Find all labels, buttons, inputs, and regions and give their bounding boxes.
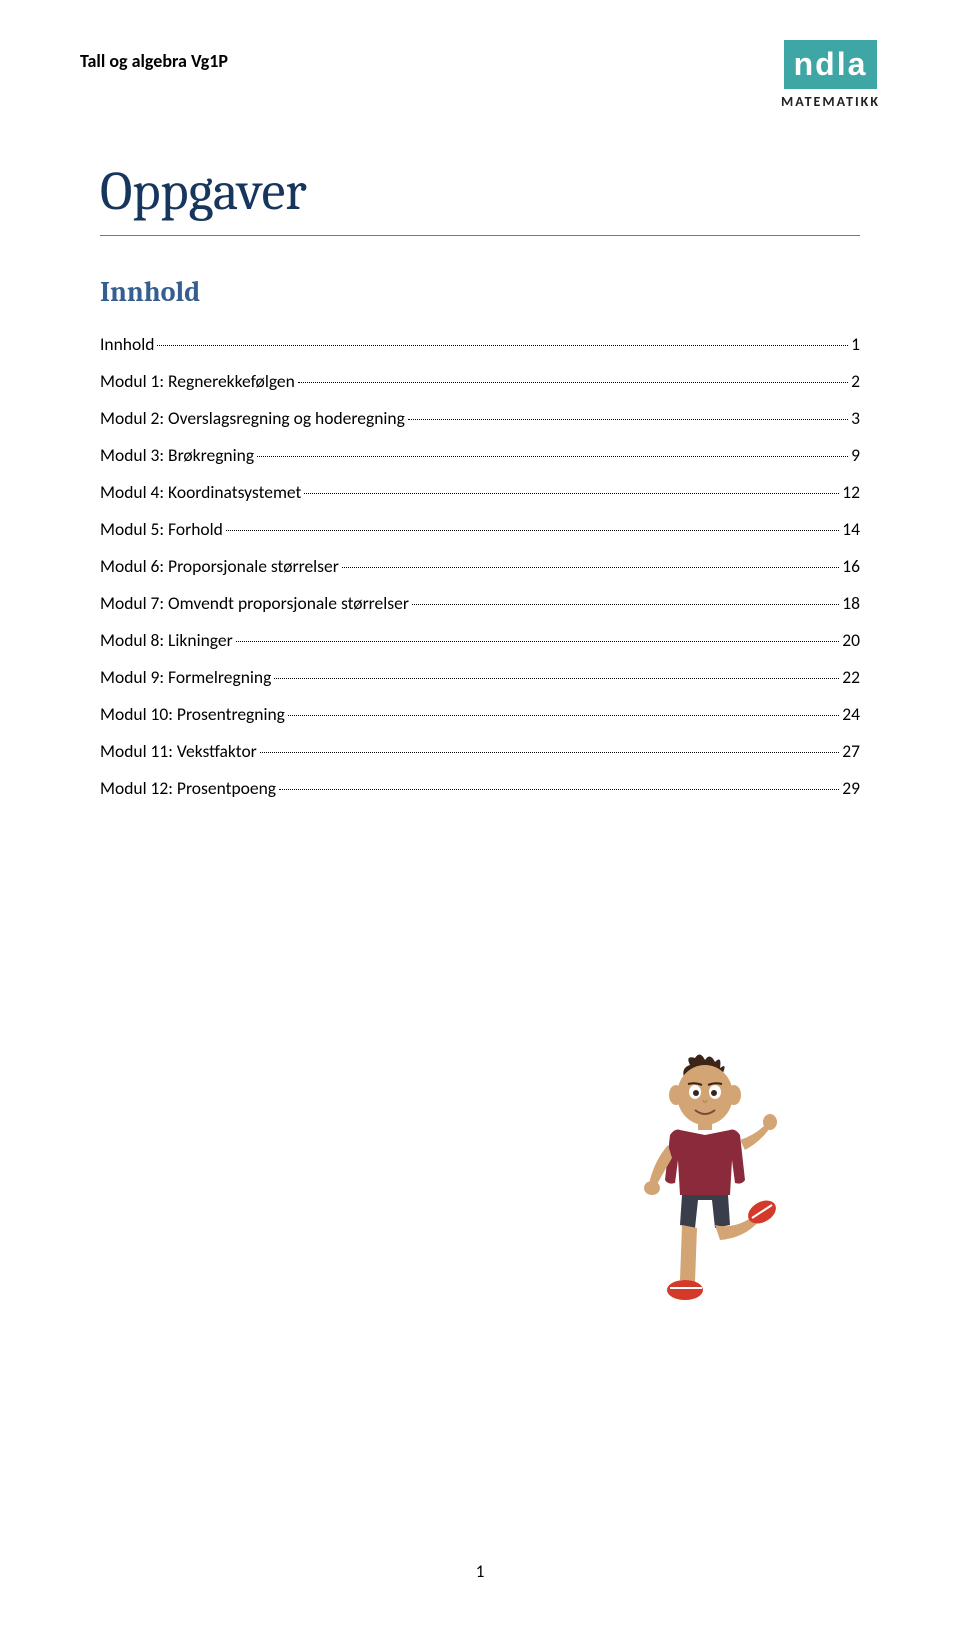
toc-label: Innhold <box>100 333 154 355</box>
toc-label: Modul 1: Regnerekkefølgen <box>100 370 295 392</box>
toc-dots <box>342 567 839 568</box>
toc-item[interactable]: Modul 5: Forhold 14 <box>100 518 860 540</box>
toc-dots <box>226 530 839 531</box>
toc-item[interactable]: Modul 4: Koordinatsystemet 12 <box>100 481 860 503</box>
toc-dots <box>412 604 839 605</box>
page-title: Oppgaver <box>100 160 860 236</box>
toc-page-number: 2 <box>851 370 860 392</box>
toc-label: Modul 11: Vekstfaktor <box>100 740 257 762</box>
toc-page-number: 18 <box>842 592 860 614</box>
toc-page-number: 29 <box>842 777 860 799</box>
toc-label: Modul 2: Overslagsregning og hoderegning <box>100 407 405 429</box>
toc-item[interactable]: Modul 10: Prosentregning 24 <box>100 703 860 725</box>
toc-item[interactable]: Modul 2: Overslagsregning og hoderegning… <box>100 407 860 429</box>
header-logo-group: ndla MATEMATIKK <box>781 40 880 110</box>
toc-label: Modul 4: Koordinatsystemet <box>100 481 301 503</box>
toc-page-number: 22 <box>842 666 860 688</box>
toc-page-number: 16 <box>842 555 860 577</box>
toc-item[interactable]: Modul 1: Regnerekkefølgen 2 <box>100 370 860 392</box>
toc-dots <box>236 641 840 642</box>
ndla-logo: ndla <box>784 40 878 89</box>
toc-dots <box>274 678 839 679</box>
toc-item[interactable]: Modul 9: Formelregning 22 <box>100 666 860 688</box>
toc-dots <box>157 345 848 346</box>
toc-dots <box>288 715 839 716</box>
toc-page-number: 27 <box>842 740 860 762</box>
toc-dots <box>298 382 848 383</box>
toc-dots <box>279 789 839 790</box>
toc-label: Modul 9: Formelregning <box>100 666 271 688</box>
logo-text: ndla <box>794 46 868 83</box>
page-header: Tall og algebra Vg1P ndla MATEMATIKK <box>0 0 960 110</box>
toc-dots <box>260 752 839 753</box>
toc-page-number: 12 <box>842 481 860 503</box>
toc-item[interactable]: Modul 3: Brøkregning 9 <box>100 444 860 466</box>
table-of-contents: Innhold 1Modul 1: Regnerekkefølgen 2Modu… <box>100 333 860 799</box>
toc-label: Modul 6: Proporsjonale størrelser <box>100 555 339 577</box>
toc-item[interactable]: Innhold 1 <box>100 333 860 355</box>
toc-label: Modul 5: Forhold <box>100 518 223 540</box>
toc-item[interactable]: Modul 7: Omvendt proporsjonale størrelse… <box>100 592 860 614</box>
toc-item[interactable]: Modul 11: Vekstfaktor 27 <box>100 740 860 762</box>
page-content: Oppgaver Innhold Innhold 1 Modul 1: Regne… <box>0 110 960 799</box>
toc-page-number: 14 <box>842 518 860 540</box>
toc-item[interactable]: Modul 8: Likninger 20 <box>100 629 860 651</box>
toc-label: Modul 7: Omvendt proporsjonale størrelse… <box>100 592 409 614</box>
toc-page-number: 24 <box>842 703 860 725</box>
page-number: 1 <box>476 1561 485 1582</box>
toc-page-number: 3 <box>851 407 860 429</box>
toc-dots <box>257 456 848 457</box>
toc-dots <box>408 419 848 420</box>
toc-item[interactable]: Modul 12: Prosentpoeng 29 <box>100 777 860 799</box>
toc-label: Modul 10: Prosentregning <box>100 703 285 725</box>
header-title: Tall og algebra Vg1P <box>80 40 228 72</box>
toc-dots <box>304 493 839 494</box>
toc-page-number: 20 <box>842 629 860 651</box>
toc-label: Modul 3: Brøkregning <box>100 444 254 466</box>
toc-page-number: 9 <box>851 444 860 466</box>
section-title: Innhold <box>100 276 860 308</box>
cartoon-character-illustration <box>610 1050 800 1330</box>
toc-page-number: 1 <box>851 333 860 355</box>
logo-subtitle: MATEMATIKK <box>781 93 880 110</box>
toc-item[interactable]: Modul 6: Proporsjonale størrelser 16 <box>100 555 860 577</box>
toc-label: Modul 12: Prosentpoeng <box>100 777 276 799</box>
toc-label: Modul 8: Likninger <box>100 629 233 651</box>
